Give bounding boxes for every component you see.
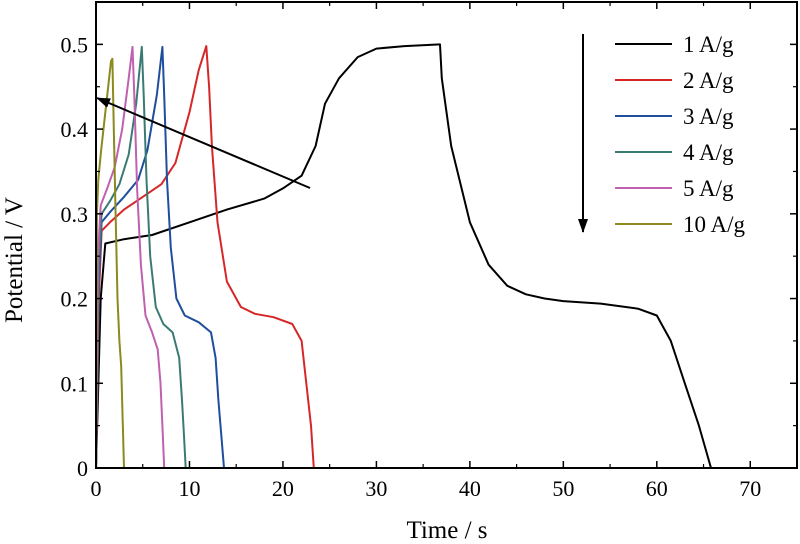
x-tick-label: 20	[272, 476, 294, 501]
annotations	[96, 34, 588, 233]
y-tick-label: 0.3	[61, 202, 89, 227]
x-tick-label: 0	[91, 476, 102, 501]
x-tick-label: 50	[552, 476, 574, 501]
series-line-4	[95, 45, 166, 469]
series-line-3	[95, 45, 187, 469]
legend-label-1: 2 A/g	[683, 68, 734, 93]
ticks: 0 10 20 30 40 50 60 70 0 0.1 0.2 0.3 0.4 0.5	[61, 1, 797, 501]
x-tick-label: 40	[459, 476, 481, 501]
plot-area	[95, 43, 712, 469]
legend-label-3: 4 A/g	[683, 140, 734, 165]
plot-frame	[95, 1, 798, 469]
y-tick-label: 0.1	[61, 371, 89, 396]
series-line-1	[95, 45, 315, 469]
x-tick-label: 30	[365, 476, 387, 501]
series-line-2	[95, 45, 225, 469]
x-tick-label: 70	[739, 476, 761, 501]
y-tick-label: 0.4	[61, 117, 89, 142]
legend: 1 A/g 2 A/g 3 A/g 4 A/g 5 A/g 10 A/g	[615, 32, 745, 237]
y-axis-label: Potential / V	[1, 197, 28, 323]
legend-label-0: 1 A/g	[683, 32, 734, 57]
x-tick-label: 60	[646, 476, 668, 501]
y-tick-label: 0.5	[61, 32, 89, 57]
y-tick-label: 0	[77, 456, 88, 481]
series-line-0	[95, 43, 712, 469]
x-tick-label: 10	[178, 476, 200, 501]
diagonal-arrow	[96, 97, 311, 189]
legend-label-5: 10 A/g	[683, 212, 745, 237]
legend-label-4: 5 A/g	[683, 176, 734, 201]
legend-label-2: 3 A/g	[683, 104, 734, 129]
y-tick-label: 0.2	[61, 287, 89, 312]
axes	[95, 1, 798, 469]
x-axis-label: Time / s	[406, 517, 487, 544]
